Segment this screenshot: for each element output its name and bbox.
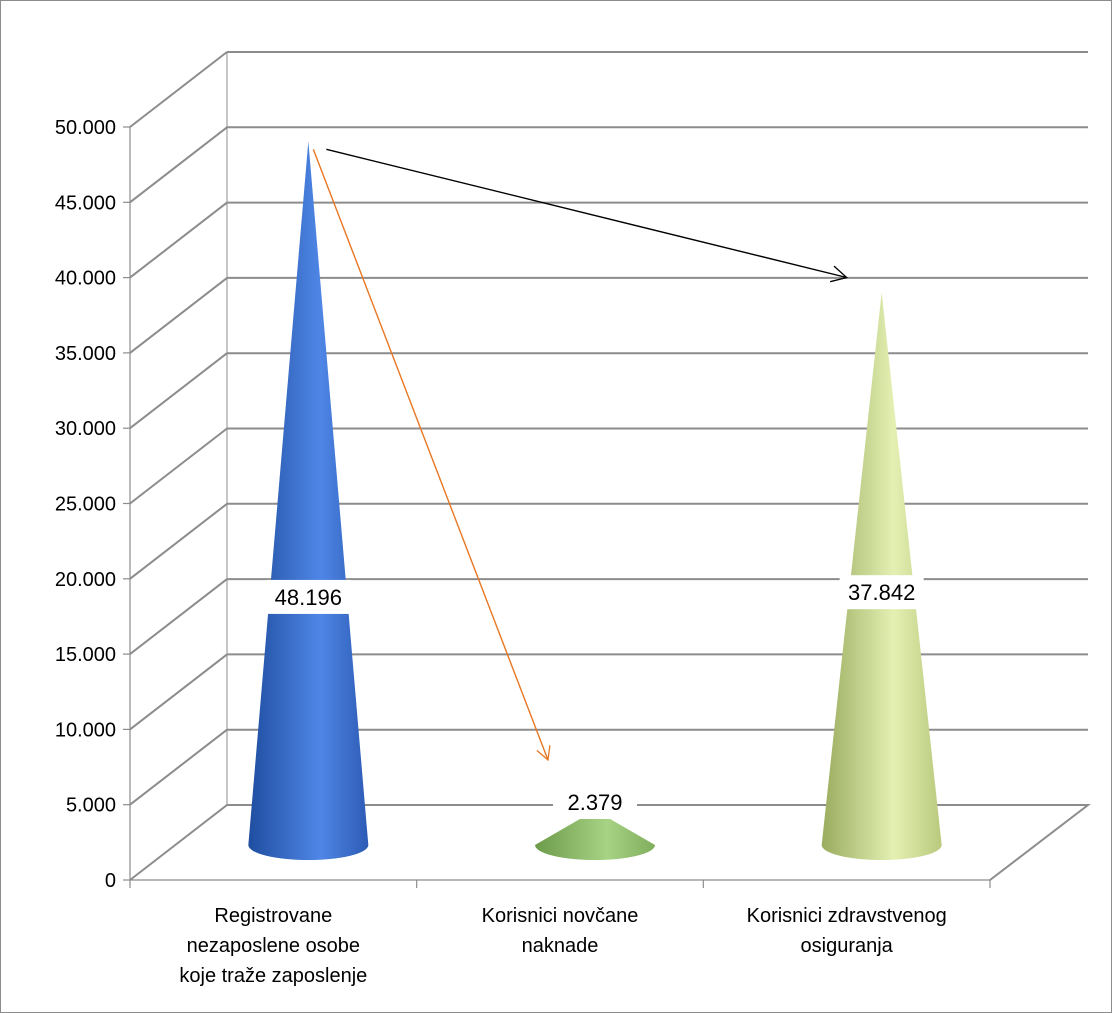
gridline-diagonal xyxy=(129,503,228,580)
x-category-label-line: koje traže zaposlenje xyxy=(179,965,367,987)
y-tick-label: 0 xyxy=(105,870,116,892)
y-tick-label: 5.000 xyxy=(66,795,116,817)
annotation-arrow-orange xyxy=(312,149,551,762)
x-category-label-line: osiguranja xyxy=(801,935,894,957)
gridline-diagonal xyxy=(129,578,228,655)
y-tick-label: 40.000 xyxy=(55,268,116,290)
gridline-diagonal xyxy=(129,728,228,806)
y-tick-label: 20.000 xyxy=(55,569,116,591)
x-category-label-line: nezaposlene osobe xyxy=(187,935,360,957)
gridline-diagonal xyxy=(129,201,228,279)
data-label: 37.842 xyxy=(848,580,915,605)
data-label-box xyxy=(266,579,351,614)
x-category-label: Registrovane nezaposlene osobe koje traže … xyxy=(179,905,367,987)
x-category-label-line: naknade xyxy=(522,935,599,957)
x-category-label: Korisnici zdravstvenog osiguranja xyxy=(747,905,947,957)
y-tick-label: 45.000 xyxy=(55,192,116,214)
y-tick-label: 25.000 xyxy=(55,494,116,516)
x-category-label: Korisnici novčane naknade xyxy=(482,905,639,957)
annotation-arrow-black xyxy=(326,148,849,283)
floor-outline xyxy=(129,804,1091,881)
gridline-diagonal xyxy=(129,126,228,204)
gridline-diagonal xyxy=(129,427,228,505)
y-tick-label: 35.000 xyxy=(55,343,116,365)
data-label-box xyxy=(553,785,637,820)
y-tick-label: 50.000 xyxy=(55,117,116,139)
x-category-label-line: Korisnici zdravstvenog xyxy=(747,905,947,927)
data-label: 48.196 xyxy=(275,585,342,610)
x-category-label-line: Korisnici novčane xyxy=(482,905,639,927)
cone-2 xyxy=(535,810,655,860)
y-tick-label: 10.000 xyxy=(55,719,116,741)
data-label-box xyxy=(839,575,924,610)
gridline-diagonal xyxy=(129,352,228,429)
gridline-diagonal xyxy=(129,277,228,354)
gridline-diagonal xyxy=(129,51,228,128)
y-tick-label: 30.000 xyxy=(55,418,116,440)
data-label: 2.379 xyxy=(567,790,622,815)
cone-1 xyxy=(248,141,369,861)
x-category-label-line: Registrovane xyxy=(214,905,332,927)
y-tick-label: 15.000 xyxy=(55,644,116,666)
gridline-diagonal xyxy=(129,653,228,731)
